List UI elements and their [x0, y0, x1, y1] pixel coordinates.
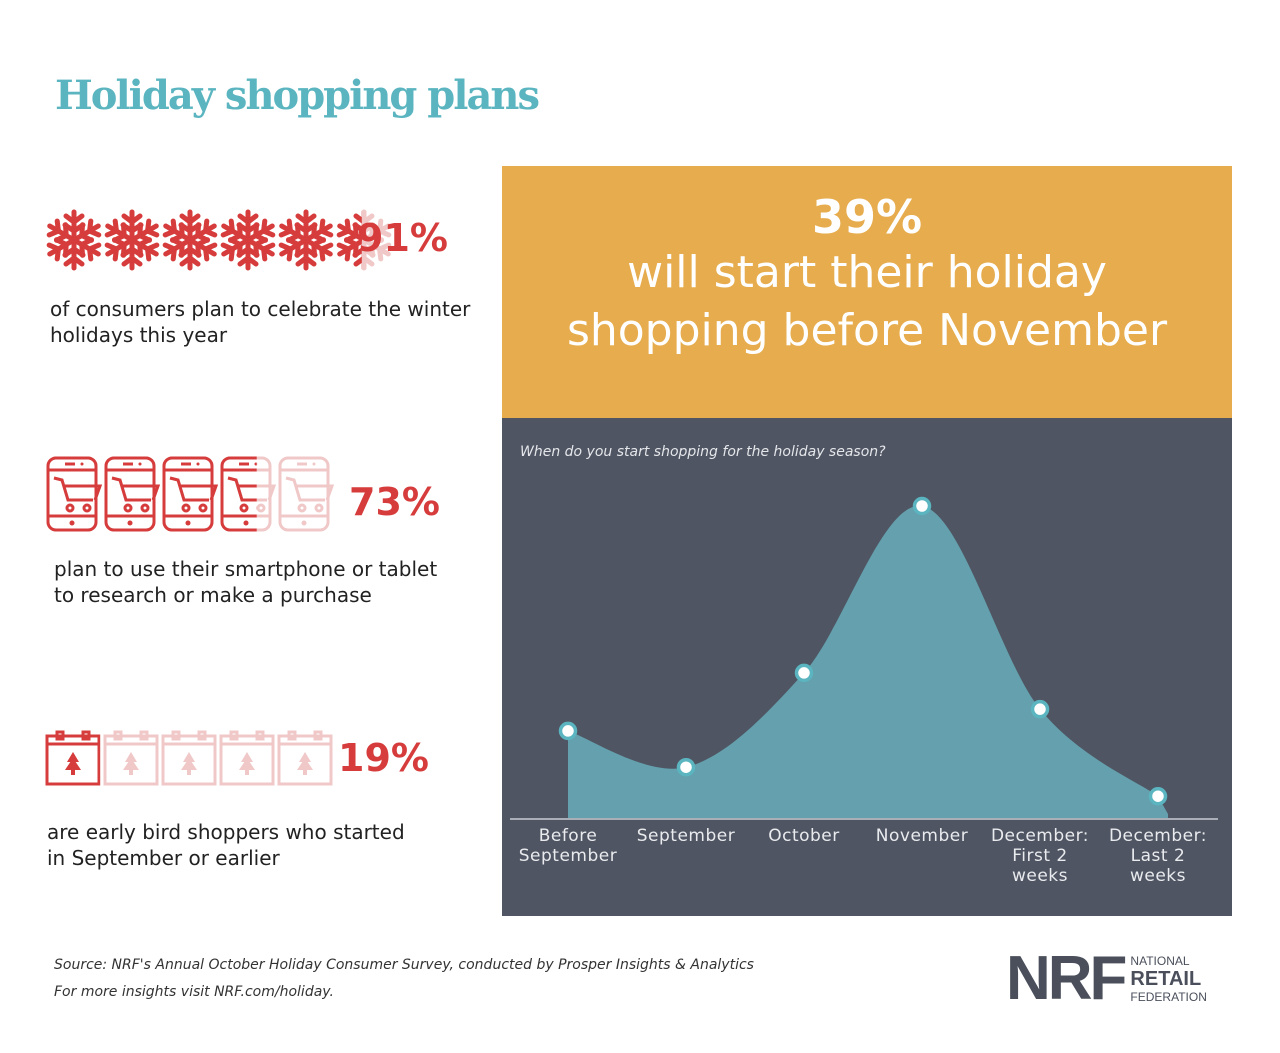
desc-line: in September or earlier: [47, 846, 280, 870]
x-tick-label: December: First 2 weeks: [982, 826, 1098, 886]
stat-value-early-bird: 19%: [338, 736, 429, 780]
chart-title: When do you start shopping for the holid…: [520, 444, 886, 460]
x-tick-label: November: [864, 826, 980, 846]
desc-line: plan to use their smartphone or tablet: [54, 557, 438, 581]
calendar-tree-icon: [161, 730, 217, 786]
calendar-tree-icon: [103, 730, 159, 786]
x-tick-label: December: Last 2 weeks: [1100, 826, 1216, 886]
x-tick-label: Before September: [510, 826, 626, 866]
data-point: [1148, 786, 1168, 806]
x-tick-label-line: November: [875, 826, 969, 846]
logo-text: RETAIL: [1130, 968, 1202, 990]
data-point: [912, 496, 932, 516]
x-tick-label-line: Last 2: [1130, 846, 1186, 866]
stat-value-celebrate: 91%: [357, 216, 448, 260]
x-tick-label: October: [746, 826, 862, 846]
snowflake-icon: [220, 209, 276, 271]
snowflake-icon: [162, 209, 218, 271]
x-tick-label: September: [628, 826, 744, 846]
stat-description-smartphone: plan to use their smartphone or tablet t…: [54, 556, 437, 608]
highlight-panel: 39% will start their holiday shopping be…: [502, 166, 1232, 418]
x-tick-label-line: September: [636, 826, 736, 846]
snowflake-icon-row: [45, 208, 393, 272]
calendar-tree-icon: [45, 730, 101, 786]
x-tick-label-line: First 2: [1012, 846, 1068, 866]
desc-line: are early bird shoppers who started: [47, 820, 405, 844]
data-point: [794, 663, 814, 683]
highlight-line: shopping before November: [566, 305, 1168, 356]
x-tick-label-line: October: [768, 826, 840, 846]
calendar-tree-icon: [219, 730, 275, 786]
smartphone-cart-icon: [46, 456, 103, 532]
desc-line: to research or make a purchase: [54, 583, 372, 607]
snowflake-icon: [104, 209, 160, 271]
page-title: Holiday shopping plans: [55, 72, 540, 119]
area-chart: [510, 496, 1218, 820]
smartphone-cart-icon: [162, 456, 219, 532]
x-tick-label-line: Before: [538, 826, 598, 846]
stat-description-early-bird: are early bird shoppers who started in S…: [47, 819, 405, 871]
snowflake-icon: [278, 209, 334, 271]
highlight-line: will start their holiday: [627, 247, 1107, 298]
source-note: Source: NRF's Annual October Holiday Con…: [54, 957, 754, 973]
desc-line: holidays this year: [50, 323, 228, 347]
x-tick-label-line: weeks: [1011, 866, 1069, 886]
more-insights-note: For more insights visit NRF.com/holiday.: [54, 984, 334, 1000]
x-tick-label-line: September: [518, 846, 618, 866]
smartphone-icon-row: [45, 456, 335, 534]
x-tick-label-line: weeks: [1129, 866, 1187, 886]
data-point: [676, 757, 696, 777]
smartphone-cart-icon: [104, 456, 161, 532]
snowflake-icon: [336, 209, 392, 271]
data-point: [558, 721, 578, 741]
area-series: [568, 505, 1168, 818]
snowflake-icon: [46, 209, 102, 271]
nrf-logo: NRF NATIONAL RETAIL FEDERATION: [1006, 948, 1207, 1010]
smartphone-cart-icon: [278, 456, 335, 532]
logo-mark: NRF: [1006, 944, 1127, 1013]
logo-text: FEDERATION: [1130, 990, 1207, 1004]
stat-value-smartphone: 73%: [349, 480, 440, 524]
logo-text: NATIONAL: [1130, 954, 1190, 968]
calendar-icon-row: [45, 730, 335, 808]
calendar-tree-icon: [277, 730, 333, 786]
desc-line: of consumers plan to celebrate the winte…: [50, 297, 471, 321]
data-point: [1030, 699, 1050, 719]
highlight-value: 39%: [811, 190, 923, 244]
stat-description-celebrate: of consumers plan to celebrate the winte…: [50, 296, 470, 348]
x-tick-label-line: December:: [990, 826, 1090, 846]
x-tick-label-line: December:: [1108, 826, 1208, 846]
smartphone-cart-icon: [220, 456, 277, 532]
